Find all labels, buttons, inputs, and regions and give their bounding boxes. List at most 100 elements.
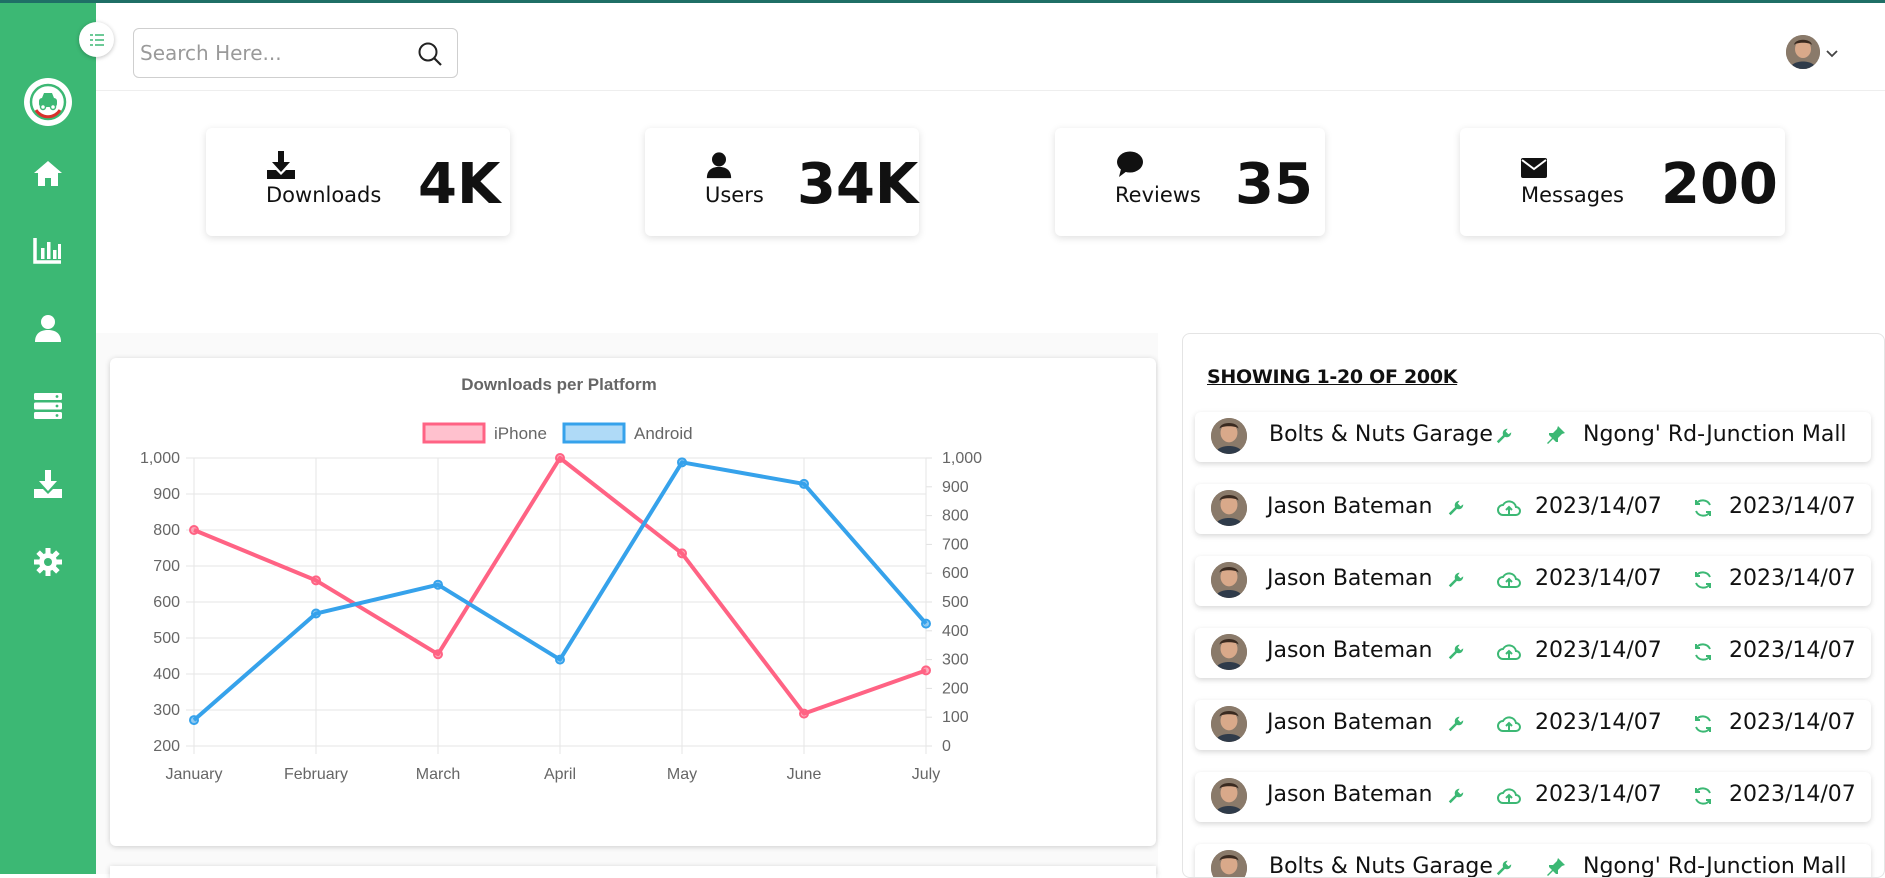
stat-label: Downloads bbox=[266, 183, 382, 207]
car-logo-icon[interactable] bbox=[24, 78, 72, 126]
avatar bbox=[1211, 562, 1247, 598]
data-point-iphone[interactable] bbox=[555, 453, 565, 463]
data-point-iphone[interactable] bbox=[311, 575, 321, 586]
avatar bbox=[1211, 490, 1247, 526]
envelope-icon bbox=[1521, 158, 1547, 182]
x-tick: March bbox=[416, 766, 460, 783]
wrench-icon bbox=[1495, 426, 1513, 451]
legend-swatch[interactable] bbox=[422, 422, 486, 444]
legend-swatch[interactable] bbox=[562, 422, 626, 444]
y-right-tick: 0 bbox=[942, 738, 951, 755]
upload-date: 2023/14/07 bbox=[1535, 782, 1662, 807]
list-item[interactable]: Jason Bateman 2023/14/07 2023/14/07 bbox=[1195, 556, 1871, 606]
data-point-android[interactable] bbox=[311, 608, 321, 619]
wrench-icon bbox=[1447, 498, 1465, 523]
sidebar-toggle-button[interactable] bbox=[79, 22, 114, 57]
user-name: Jason Bateman bbox=[1267, 782, 1433, 807]
y-right-tick: 400 bbox=[942, 623, 969, 640]
avatar bbox=[1786, 35, 1820, 69]
y-left-tick: 400 bbox=[153, 666, 180, 683]
x-tick: May bbox=[667, 766, 697, 783]
user-name: Jason Bateman bbox=[1267, 710, 1433, 735]
stat-card-downloads: Downloads 4K bbox=[206, 128, 510, 236]
download-icon[interactable] bbox=[30, 466, 66, 502]
bar-chart-icon[interactable] bbox=[30, 232, 66, 268]
list-item[interactable]: Jason Bateman 2023/14/07 2023/14/07 bbox=[1195, 484, 1871, 534]
user-icon bbox=[705, 150, 733, 184]
search-icon[interactable] bbox=[417, 41, 443, 71]
user-name: Jason Bateman bbox=[1267, 566, 1433, 591]
download-icon bbox=[266, 150, 296, 184]
user-icon[interactable] bbox=[30, 310, 66, 346]
y-right-tick: 900 bbox=[942, 479, 969, 496]
list-item[interactable]: Jason Bateman 2023/14/07 2023/14/07 bbox=[1195, 772, 1871, 822]
data-point-android[interactable] bbox=[921, 618, 931, 629]
gear-icon[interactable] bbox=[30, 544, 66, 580]
garage-name: Bolts & Nuts Garage bbox=[1269, 422, 1493, 447]
data-point-android[interactable] bbox=[555, 654, 565, 665]
y-right-tick: 1,000 bbox=[942, 450, 982, 467]
legend-label[interactable]: Android bbox=[634, 424, 693, 443]
wrench-icon bbox=[1447, 714, 1465, 739]
chevron-down-icon[interactable] bbox=[1826, 43, 1838, 62]
data-point-iphone[interactable] bbox=[677, 548, 687, 559]
y-right-tick: 200 bbox=[942, 680, 969, 697]
sync-icon bbox=[1692, 641, 1714, 669]
data-point-android[interactable] bbox=[189, 715, 199, 726]
list-item[interactable]: Jason Bateman 2023/14/07 2023/14/07 bbox=[1195, 628, 1871, 678]
stat-value: 4K bbox=[418, 152, 501, 217]
y-right-tick: 600 bbox=[942, 565, 969, 582]
avatar bbox=[1211, 706, 1247, 742]
list-item[interactable]: Bolts & Nuts Garage Ngong' Rd-Junction Ma… bbox=[1195, 412, 1871, 462]
wrench-icon bbox=[1447, 786, 1465, 811]
server-icon[interactable] bbox=[30, 388, 66, 424]
avatar bbox=[1211, 850, 1247, 877]
list-item[interactable]: Bolts & Nuts Garage Ngong' Rd-Junction Ma… bbox=[1195, 844, 1871, 878]
chart-title: Downloads per Platform bbox=[461, 375, 657, 394]
y-right-tick: 500 bbox=[942, 594, 969, 611]
avatar bbox=[1211, 634, 1247, 670]
stat-card-users: Users 34K bbox=[645, 128, 919, 236]
x-tick: July bbox=[912, 766, 940, 783]
update-date: 2023/14/07 bbox=[1729, 494, 1856, 519]
data-point-android[interactable] bbox=[799, 478, 809, 489]
update-date: 2023/14/07 bbox=[1729, 638, 1856, 663]
y-left-tick: 200 bbox=[153, 738, 180, 755]
upload-date: 2023/14/07 bbox=[1535, 494, 1662, 519]
legend-label[interactable]: iPhone bbox=[494, 424, 547, 443]
cloud-upload-icon bbox=[1497, 643, 1521, 669]
data-point-iphone[interactable] bbox=[433, 649, 443, 660]
wrench-icon bbox=[1447, 642, 1465, 667]
data-point-iphone[interactable] bbox=[189, 525, 199, 535]
stat-label: Reviews bbox=[1115, 183, 1201, 207]
data-point-iphone[interactable] bbox=[799, 708, 809, 719]
chart-card-secondary bbox=[110, 866, 1156, 878]
user-name: Jason Bateman bbox=[1267, 638, 1433, 663]
avatar bbox=[1211, 418, 1247, 454]
chart-card: Downloads per Platform 1,000 900 800 700 600… bbox=[110, 358, 1156, 846]
y-left-tick: 1,000 bbox=[140, 450, 180, 467]
pin-icon bbox=[1545, 856, 1567, 877]
list-item[interactable]: Jason Bateman 2023/14/07 2023/14/07 bbox=[1195, 700, 1871, 750]
data-point-android[interactable] bbox=[677, 457, 687, 468]
user-menu[interactable] bbox=[1786, 35, 1838, 69]
stat-value: 34K bbox=[797, 152, 919, 217]
x-tick: February bbox=[284, 766, 348, 783]
cloud-upload-icon bbox=[1497, 715, 1521, 741]
search-input[interactable] bbox=[134, 41, 404, 65]
y-left-tick: 700 bbox=[153, 558, 180, 575]
sync-icon bbox=[1692, 713, 1714, 741]
data-point-android[interactable] bbox=[433, 579, 443, 590]
header-divider bbox=[96, 90, 1885, 91]
home-icon[interactable] bbox=[30, 155, 66, 191]
data-point-iphone[interactable] bbox=[921, 665, 931, 676]
user-name: Jason Bateman bbox=[1267, 494, 1433, 519]
y-left-tick: 600 bbox=[153, 594, 180, 611]
x-tick: January bbox=[166, 766, 223, 783]
garage-location: Ngong' Rd-Junction Mall bbox=[1583, 854, 1847, 878]
y-right-tick: 100 bbox=[942, 709, 969, 726]
wrench-icon bbox=[1495, 858, 1513, 877]
y-left-tick: 300 bbox=[153, 702, 180, 719]
menu-icon bbox=[89, 33, 104, 46]
x-tick: June bbox=[787, 766, 822, 783]
